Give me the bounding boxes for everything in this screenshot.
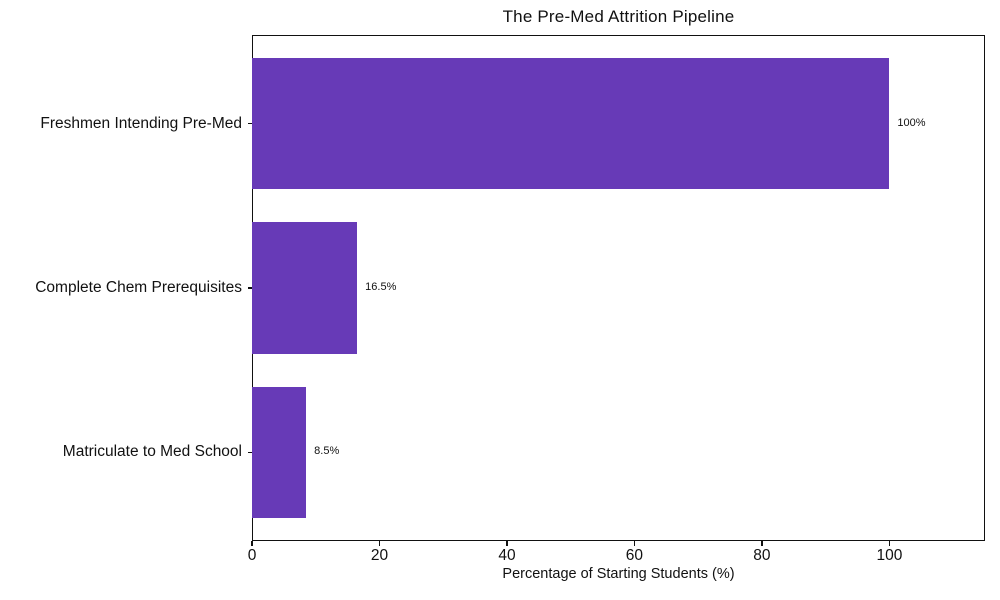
bar-value-label: 16.5%: [365, 281, 397, 293]
y-tick-label: Matriculate to Med School: [62, 443, 242, 461]
x-tick: [506, 541, 508, 546]
y-tick: [247, 123, 252, 125]
bar: [252, 222, 358, 354]
x-tick-label: 0: [247, 547, 257, 564]
chart-title: The Pre-Med Attrition Pipeline: [502, 7, 735, 26]
bar: [252, 58, 890, 190]
x-tick: [888, 541, 891, 546]
x-tick: [378, 541, 381, 546]
x-axis-label: Percentage of Starting Students (%): [502, 566, 735, 582]
x-tick-label: 60: [625, 547, 644, 564]
x-tick: [761, 541, 763, 546]
y-tick: [247, 287, 252, 289]
x-tick: [251, 541, 253, 546]
bar-value-label: 8.5%: [314, 445, 340, 458]
y-tick-label: Complete Chem Prerequisites: [35, 279, 242, 296]
x-tick-label: 100: [876, 547, 903, 564]
x-tick-label: 40: [498, 547, 516, 564]
bar: [252, 386, 307, 518]
bar-value-label: 100%: [897, 116, 926, 129]
x-tick-label: 80: [753, 547, 771, 564]
x-tick-label: 20: [370, 547, 389, 564]
x-tick: [633, 541, 636, 546]
y-tick: [247, 451, 252, 453]
y-tick-label: Freshmen Intending Pre-Med: [40, 114, 242, 132]
